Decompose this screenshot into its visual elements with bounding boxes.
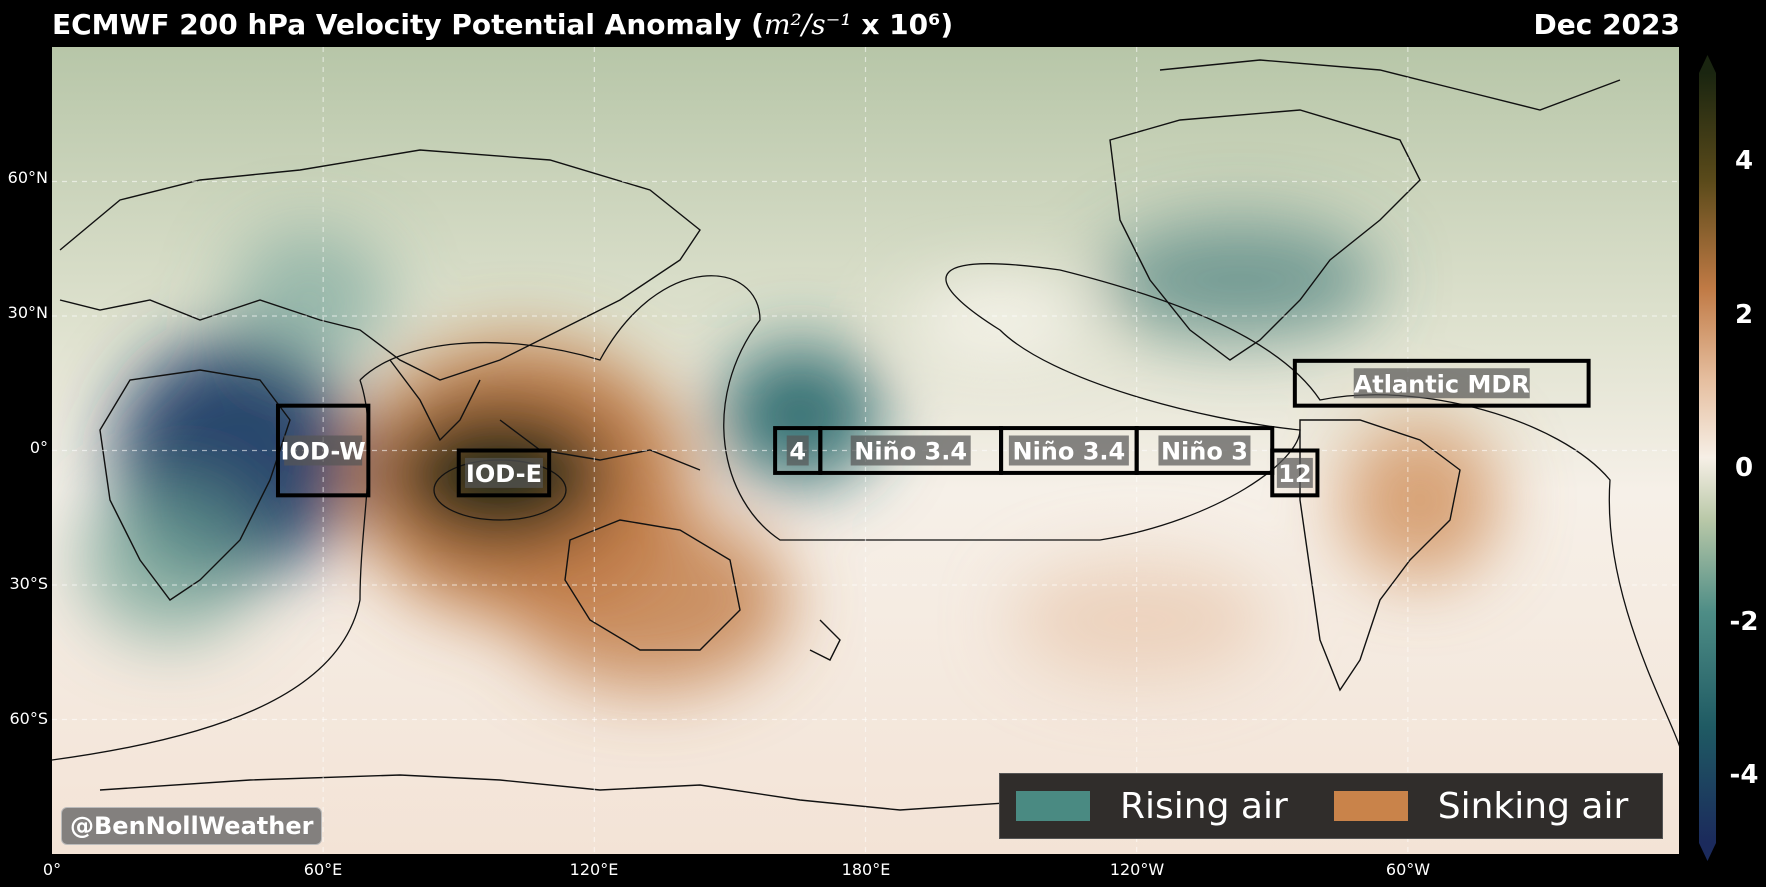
lon-label-120e: 120°E [569,860,619,879]
rising-air-swatch [1016,791,1090,821]
credit-watermark: @BenNollWeather [61,807,323,845]
sinking-air-label: Sinking air [1437,785,1629,827]
region-2: 4 [773,426,823,475]
colorbar-max-arrow [1699,55,1716,73]
region-label: IOD-W [281,438,366,466]
sinking-air-swatch [1333,791,1408,821]
region-label-bg [1276,457,1313,488]
colorbar-tick-4: 4 [1734,146,1754,176]
region-1: IOD-E [456,448,552,498]
region-label: Atlantic MDR [1354,370,1530,398]
region-4: Niño 3.4 [999,426,1139,475]
colorbar-tick-2: 2 [1734,300,1754,330]
lon-label-60w: 60°W [1385,860,1431,879]
region-label-bg [1158,435,1251,466]
lat-label-30n: 30°N [7,303,48,322]
region-label-bg [1008,435,1129,466]
map-date: Dec 2023 [1533,8,1680,41]
colorbar-tick-neg4: -4 [1729,760,1759,790]
map-title: ECMWF 200 hPa Velocity Potential Anomaly… [52,8,954,41]
lon-label-60e: 60°E [303,860,343,879]
lon-label-120w: 120°W [1109,860,1165,879]
rising-air-label: Rising air [1120,785,1288,827]
colorbar-min-arrow [1699,843,1716,861]
region-label: IOD-E [466,460,542,488]
region-7: Atlantic MDR [1292,358,1591,408]
region-box [456,448,552,498]
legend: Rising air Sinking air [999,773,1663,839]
graticule [52,47,1679,854]
region-box [1292,358,1591,408]
lat-label-60n: 60°N [7,168,48,187]
region-label-bg [786,435,809,466]
region-box [275,403,371,498]
region-label-bg [284,435,363,466]
region-label-bg [464,457,543,488]
lat-label-30s: 30°S [9,574,48,593]
region-boxes: IOD-W IOD-E 4 Niño 3.4 Niño 3.4 Niño 3 12 Atlan… [275,358,1591,498]
map-field: IOD-W IOD-E 4 Niño 3.4 Niño 3.4 Niño 3 12 Atlan… [52,47,1679,854]
colorbar-tick-neg2: -2 [1729,607,1759,637]
region-label: Niño 3 [1161,438,1248,466]
region-label-bg [1353,368,1530,399]
lon-label-180: 180°E [841,860,891,879]
region-label: Niño 3.4 [1012,438,1125,466]
region-label: Niño 3.4 [854,438,967,466]
colorbar-tick-0: 0 [1734,453,1754,483]
lat-label-60s: 60°S [9,709,48,728]
region-6: 12 [1270,448,1320,498]
region-0: IOD-W [275,403,371,498]
colorbar [1699,73,1716,843]
region-label: 12 [1278,460,1311,488]
region-label: 4 [789,438,806,466]
lat-label-0: 0° [29,438,48,457]
lon-label-0: 0° [42,860,62,879]
region-label-bg [850,435,971,466]
region-box [1270,448,1320,498]
